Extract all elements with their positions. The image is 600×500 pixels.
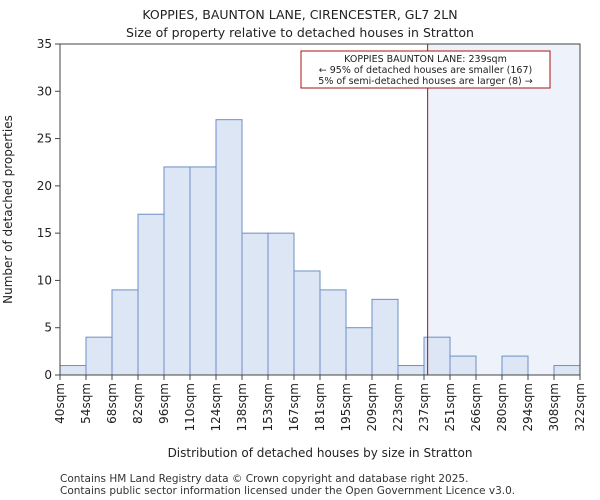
x-axis-label: Distribution of detached houses by size …: [168, 446, 473, 460]
histogram-bar: [319, 289, 347, 376]
x-tick-label: 54sqm: [79, 383, 93, 424]
x-tick-label: 223sqm: [391, 383, 405, 431]
x-tick-label: 209sqm: [365, 383, 379, 431]
x-tick-label: 181sqm: [313, 383, 327, 431]
histogram-bar: [501, 355, 529, 376]
annotation-box: [300, 50, 551, 89]
x-tick-label: 153sqm: [261, 383, 275, 431]
x-tick-label: 96sqm: [157, 383, 171, 424]
y-tick-label: 0: [44, 368, 52, 382]
histogram-bar: [163, 166, 191, 376]
x-tick-label: 40sqm: [53, 383, 67, 424]
histogram-bar: [553, 365, 581, 376]
histogram-bar: [241, 232, 269, 376]
histogram-bar: [137, 213, 165, 376]
x-tick-label: 124sqm: [209, 383, 223, 431]
x-tick-label: 195sqm: [339, 383, 353, 431]
x-tick-label: 322sqm: [573, 383, 587, 431]
x-tick-label: 82sqm: [131, 383, 145, 424]
y-tick-label: 15: [37, 226, 52, 240]
histogram-bar: [111, 289, 139, 376]
histogram-bar: [345, 327, 373, 376]
x-tick-label: 237sqm: [417, 383, 431, 431]
x-tick-label: 138sqm: [235, 383, 249, 431]
marker-annotation: KOPPIES BAUNTON LANE: 239sqm ← 95% of de…: [300, 50, 551, 89]
y-tick-label: 35: [37, 37, 52, 51]
footer-line1: Contains HM Land Registry data © Crown c…: [60, 473, 469, 485]
y-tick-label: 5: [44, 321, 52, 335]
histogram-bar: [189, 166, 217, 376]
x-tick-label: 308sqm: [547, 383, 561, 431]
annotation-line2: ← 95% of detached houses are smaller (16…: [319, 65, 532, 76]
x-tick-label: 251sqm: [443, 383, 457, 431]
y-tick-label: 30: [37, 84, 52, 98]
histogram-bar: [423, 336, 451, 376]
histogram-bar: [215, 119, 243, 376]
x-tick-label: 280sqm: [495, 383, 509, 431]
x-tick-label: 266sqm: [469, 383, 483, 431]
histogram-bar: [293, 270, 321, 376]
y-tick-label: 20: [37, 179, 52, 193]
x-tick-label: 68sqm: [105, 383, 119, 424]
histogram-bar: [397, 365, 425, 376]
chart-title-line2: Size of property relative to detached ho…: [126, 25, 474, 40]
histogram-bar: [85, 336, 113, 376]
y-tick-label: 25: [37, 132, 52, 146]
x-tick-label: 167sqm: [287, 383, 301, 431]
highlight-region: [427, 44, 580, 375]
annotation-line3: 5% of semi-detached houses are larger (8…: [318, 76, 532, 87]
y-axis-label: Number of detached properties: [1, 115, 15, 304]
y-tick-label: 10: [37, 273, 52, 287]
histogram-bar: [59, 365, 87, 376]
histogram-bar: [371, 298, 399, 376]
annotation-line1: KOPPIES BAUNTON LANE: 239sqm: [344, 54, 507, 65]
chart-title-line1: KOPPIES, BAUNTON LANE, CIRENCESTER, GL7 …: [142, 7, 458, 22]
footer-line2: Contains public sector information licen…: [60, 485, 516, 497]
histogram-bar: [449, 355, 477, 376]
x-tick-label: 294sqm: [521, 383, 535, 431]
x-tick-label: 110sqm: [183, 383, 197, 431]
histogram-bar: [267, 232, 295, 376]
